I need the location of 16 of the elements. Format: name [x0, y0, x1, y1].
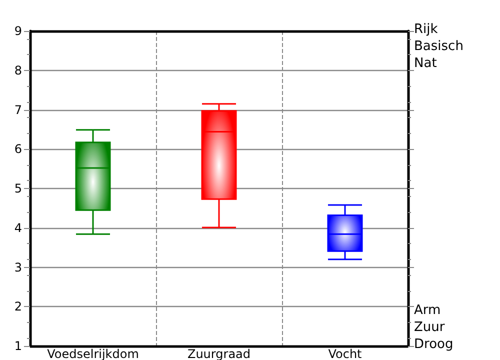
y-tick-label: 6 [14, 142, 22, 156]
y-tick-label: 4 [14, 220, 22, 235]
y-tick-label: 5 [14, 182, 22, 196]
text: Rijk [414, 22, 438, 37]
y-tick-label: 7 [14, 102, 22, 117]
y-tick-label: 3 [14, 260, 22, 274]
y-tick-label: 9 [14, 24, 22, 38]
text: Droog [414, 337, 454, 352]
y-tick-label: 1 [14, 339, 22, 353]
text: Zuur [414, 320, 446, 335]
x-tick-label: Vocht [328, 347, 362, 360]
text: Nat [414, 56, 437, 71]
y-tick-label: 2 [14, 300, 22, 314]
y-tick-label: 8 [14, 63, 22, 78]
text: Arm [414, 303, 441, 318]
text: Basisch [414, 39, 464, 54]
